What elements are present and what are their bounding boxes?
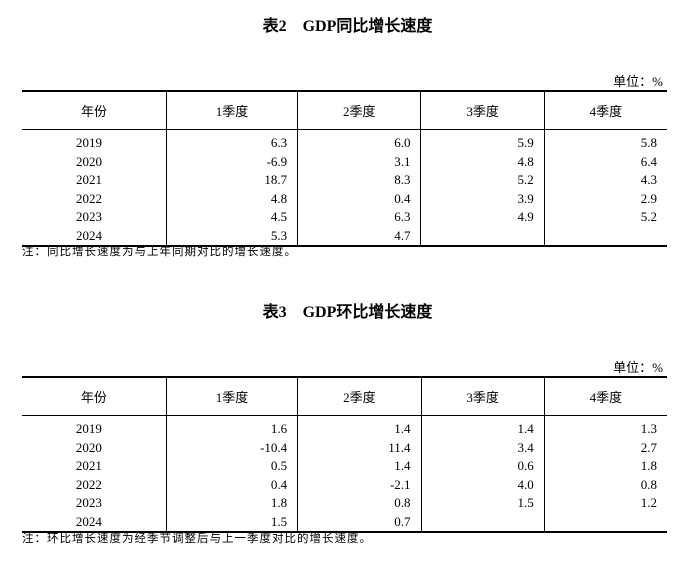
table-row: 2021 0.5 1.4 0.6 1.8	[22, 457, 667, 476]
value-cell: 1.8	[165, 494, 298, 513]
value-cell: 3.4	[420, 438, 545, 457]
column-header: 2季度	[297, 377, 422, 416]
table-row: 2020 -6.9 3.1 4.8 6.4	[22, 152, 667, 171]
value-cell: 18.7	[165, 171, 298, 190]
value-cell: 1.5	[420, 494, 545, 513]
value-cell: 1.4	[297, 457, 422, 476]
value-cell: 5.8	[543, 129, 667, 153]
value-cell: -10.4	[165, 438, 298, 457]
value-cell: 4.9	[420, 208, 545, 227]
value-cell: 2.9	[543, 189, 667, 208]
value-cell: 4.0	[420, 475, 545, 494]
table-row: 2023 1.8 0.8 1.5 1.2	[22, 494, 667, 513]
table-row: 2022 4.8 0.4 3.9 2.9	[22, 189, 667, 208]
value-cell: 0.7	[297, 512, 422, 532]
year-cell: 2022	[75, 476, 102, 492]
value-cell: 6.4	[543, 152, 667, 171]
value-cell: 4.8	[420, 152, 545, 171]
year-cell: 2021	[75, 172, 102, 188]
column-header: 4季度	[543, 377, 667, 416]
table-row: 2024 1.5 0.7	[22, 512, 667, 532]
value-cell: 8.3	[297, 171, 421, 190]
value-cell: 3.1	[297, 152, 421, 171]
value-cell: 5.2	[543, 208, 667, 227]
column-header: 3季度	[420, 377, 545, 416]
growth-table: 年份 1季度 2季度 3季度 4季度 2019 1.6 1.4 1.4 1.3 2020 -10.4 1…	[22, 376, 667, 533]
value-cell: 4.8	[165, 189, 298, 208]
value-cell: 5.3	[165, 226, 298, 246]
table-row: 2024 5.3 4.7	[22, 226, 667, 246]
table-title: 表3 GDP环比增长速度	[262, 304, 433, 321]
column-header: 1季度	[165, 91, 298, 130]
value-cell: -6.9	[165, 152, 298, 171]
value-cell: 6.0	[297, 129, 421, 153]
value-cell: 1.6	[165, 415, 298, 439]
value-cell: 1.4	[420, 415, 545, 439]
table-row: 2019 1.6 1.4 1.4 1.3	[22, 415, 667, 439]
year-cell: 2024	[75, 513, 102, 529]
value-cell: 2.7	[543, 438, 667, 457]
year-cell: 2020	[75, 153, 102, 169]
value-cell	[420, 226, 545, 246]
value-cell: 11.4	[297, 438, 422, 457]
value-cell: 1.8	[543, 457, 667, 476]
value-cell: 1.3	[543, 415, 667, 439]
year-cell: 2019	[75, 135, 102, 151]
value-cell: 4.3	[543, 171, 667, 190]
column-header: 年份	[22, 377, 167, 416]
table-note: 注：同比增长速度为与上年同期对比的增长速度。	[22, 244, 297, 258]
value-cell: 4.5	[165, 208, 298, 227]
value-cell: 5.9	[420, 129, 545, 153]
value-cell: 0.4	[297, 189, 421, 208]
table-row: 2021 18.7 8.3 5.2 4.3	[22, 171, 667, 190]
year-cell: 2020	[75, 439, 102, 455]
year-cell: 2022	[75, 190, 102, 206]
table-row: 2023 4.5 6.3 4.9 5.2	[22, 208, 667, 227]
value-cell: 0.8	[543, 475, 667, 494]
unit-label: 单位：%	[613, 360, 663, 375]
table-row: 2022 0.4 -2.1 4.0 0.8	[22, 475, 667, 494]
value-cell	[543, 512, 667, 532]
value-cell: 5.2	[420, 171, 545, 190]
value-cell: 0.6	[420, 457, 545, 476]
column-header: 年份	[22, 91, 167, 130]
value-cell: 4.7	[297, 226, 421, 246]
year-cell: 2019	[75, 421, 102, 437]
column-header: 2季度	[297, 91, 421, 130]
column-header: 1季度	[165, 377, 298, 416]
table-row: 2019 6.3 6.0 5.9 5.8	[22, 129, 667, 153]
header-row: 年份 1季度 2季度 3季度 4季度	[22, 91, 667, 130]
year-cell: 2024	[75, 227, 102, 243]
value-cell: 0.8	[297, 494, 422, 513]
value-cell: 6.3	[165, 129, 298, 153]
value-cell: 3.9	[420, 189, 545, 208]
value-cell	[543, 226, 667, 246]
value-cell: 6.3	[297, 208, 421, 227]
unit-label: 单位：%	[613, 74, 663, 89]
year-cell: 2021	[75, 458, 102, 474]
table-note: 注：环比增长速度为经季节调整后与上一季度对比的增长速度。	[22, 531, 372, 545]
header-row: 年份 1季度 2季度 3季度 4季度	[22, 377, 667, 416]
year-cell: 2023	[75, 209, 102, 225]
year-cell: 2023	[75, 495, 102, 511]
table-row: 2020 -10.4 11.4 3.4 2.7	[22, 438, 667, 457]
growth-table: 年份 1季度 2季度 3季度 4季度 2019 6.3 6.0 5.9 5.8 2020 -6.9 3.…	[22, 90, 667, 247]
column-header: 3季度	[420, 91, 545, 130]
column-header: 4季度	[543, 91, 667, 130]
value-cell: -2.1	[297, 475, 422, 494]
value-cell: 1.2	[543, 494, 667, 513]
table-title: 表2 GDP同比增长速度	[262, 18, 433, 35]
value-cell: 1.4	[297, 415, 422, 439]
value-cell: 1.5	[165, 512, 298, 532]
value-cell	[420, 512, 545, 532]
value-cell: 0.4	[165, 475, 298, 494]
value-cell: 0.5	[165, 457, 298, 476]
